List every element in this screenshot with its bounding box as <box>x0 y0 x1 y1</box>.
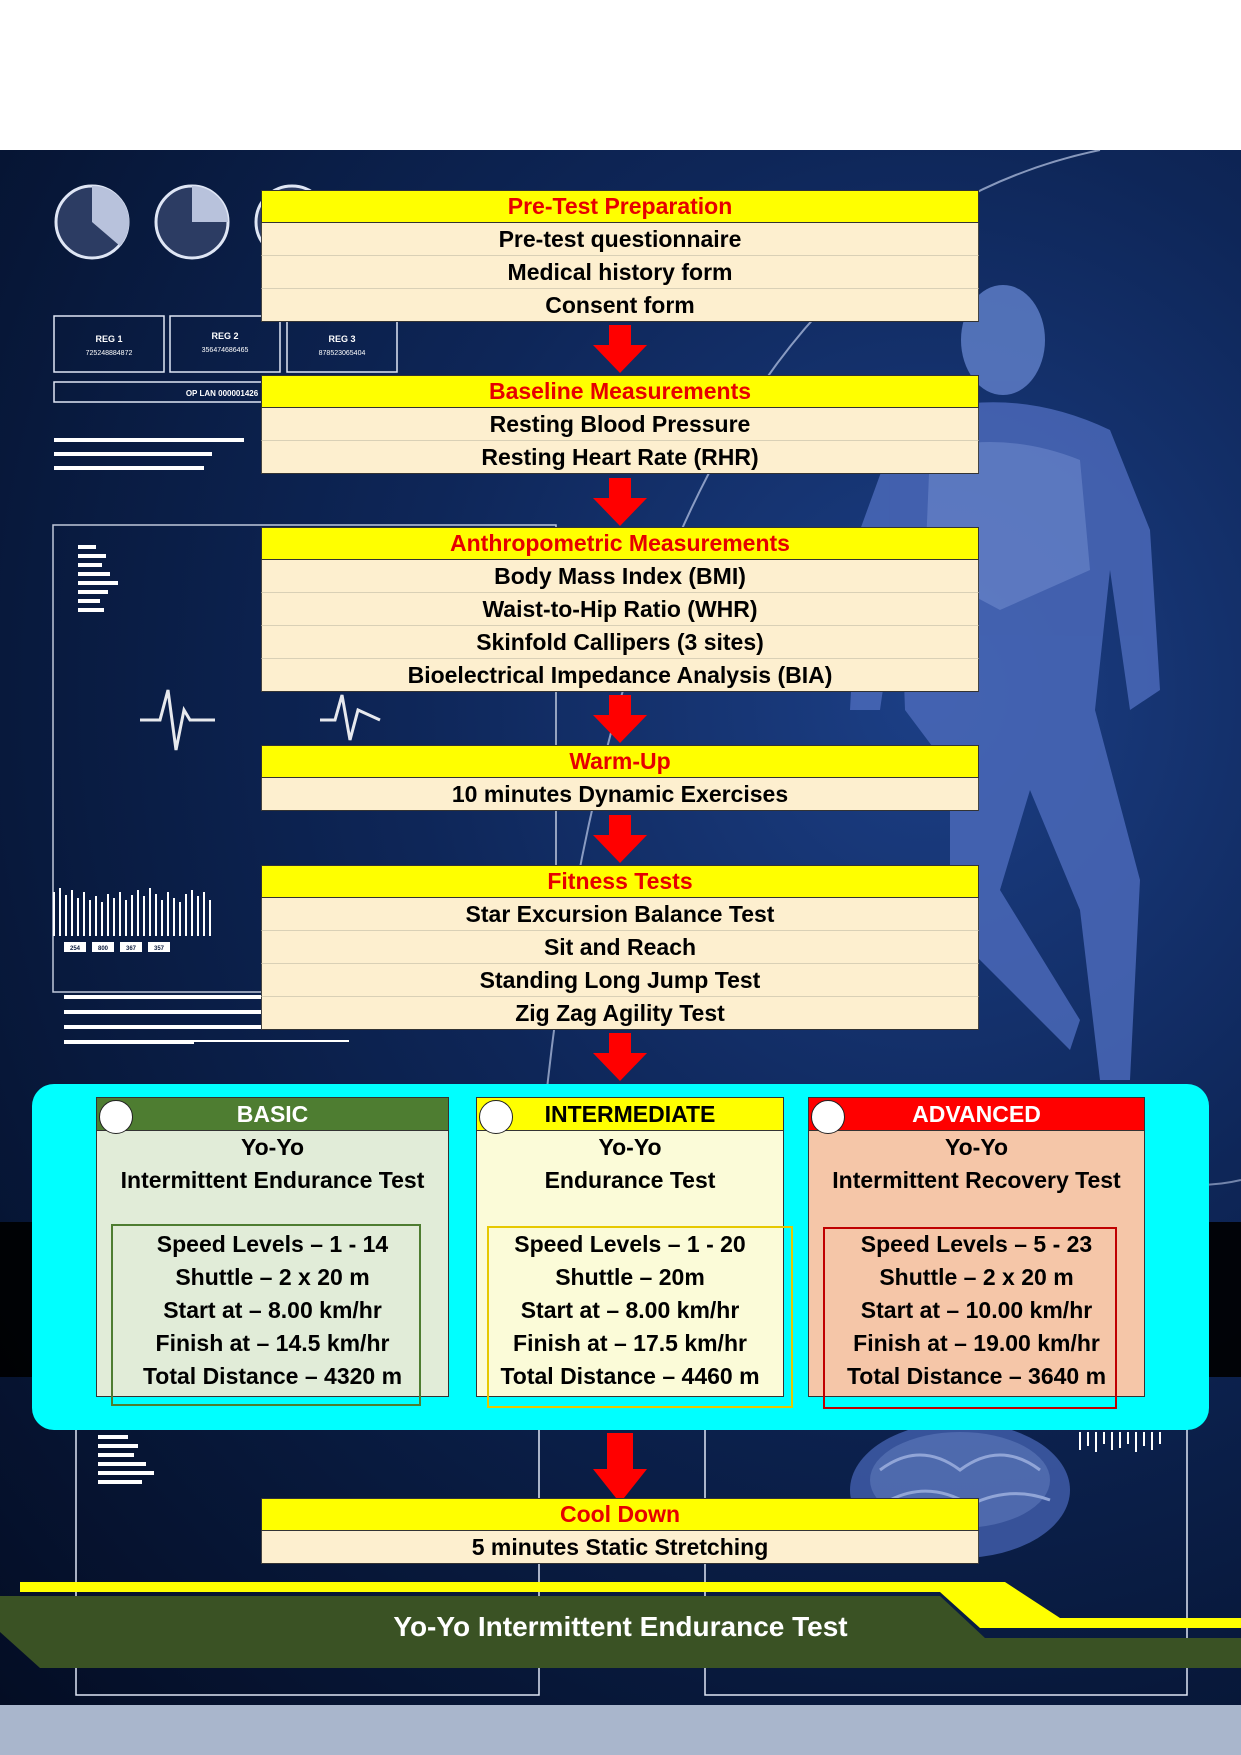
flow-arrow-icon <box>593 325 647 373</box>
stage-item: Pre-test questionnaire <box>261 223 979 256</box>
level-label: ADVANCED <box>809 1098 1144 1131</box>
small-tag: 254 <box>70 946 81 952</box>
spec-line: Start at – 10.00 km/hr <box>860 1297 1093 1323</box>
footer-title: Yo-Yo Intermittent Endurance Test <box>393 1611 848 1642</box>
stage-baseline-measurements: Baseline Measurements Resting Blood Pres… <box>261 375 979 474</box>
stage-cool-down: Cool Down 5 minutes Static Stretching <box>261 1498 979 1564</box>
stage-title: Anthropometric Measurements <box>261 527 979 560</box>
level-marker-icon <box>99 1100 133 1134</box>
stage-item: Waist-to-Hip Ratio (WHR) <box>261 593 979 626</box>
spec-line: Speed Levels – 1 - 20 <box>514 1231 746 1257</box>
stage-item: Resting Heart Rate (RHR) <box>261 441 979 474</box>
flow-arrow-icon <box>593 478 647 526</box>
specs-list: Speed Levels – 1 - 20 Shuttle – 20m Star… <box>477 1228 783 1393</box>
small-tag: 357 <box>154 946 165 952</box>
test-name-line1: Yo-Yo <box>240 1134 305 1160</box>
stage-item: Star Excursion Balance Test <box>261 898 979 931</box>
stage-warm-up: Warm-Up 10 minutes Dynamic Exercises <box>261 745 979 811</box>
flow-arrow-icon <box>593 1033 647 1081</box>
spec-line: Speed Levels – 5 - 23 <box>860 1231 1093 1257</box>
small-tag: 800 <box>98 946 109 952</box>
level-marker-icon <box>479 1100 513 1134</box>
spec-line: Total Distance – 3640 m <box>846 1363 1107 1389</box>
specs-list: Speed Levels – 5 - 23 Shuttle – 2 x 20 m… <box>809 1228 1144 1393</box>
reg-value: 725248884872 <box>86 350 133 357</box>
spec-line: Shuttle – 2 x 20 m <box>175 1264 370 1290</box>
op-label: OP LAN 000001426 <box>186 389 259 398</box>
test-name-line1: Yo-Yo <box>598 1134 662 1160</box>
stage-item: Zig Zag Agility Test <box>261 997 979 1030</box>
test-name-line2: Intermittent Endurance Test <box>120 1167 425 1193</box>
level-card-basic: BASIC Yo-Yo Intermittent Endurance Test … <box>96 1097 449 1406</box>
stage-item: Consent form <box>261 289 979 322</box>
spec-line: Shuttle – 20m <box>555 1264 705 1290</box>
level-label: INTERMEDIATE <box>477 1098 783 1131</box>
level-card-intermediate: INTERMEDIATE Yo-Yo Endurance Test Speed … <box>476 1097 793 1408</box>
spec-line: Total Distance – 4320 m <box>142 1363 403 1389</box>
flow-arrow-icon <box>593 695 647 743</box>
stage-anthropometric-measurements: Anthropometric Measurements Body Mass In… <box>261 527 979 692</box>
spec-line: Finish at – 14.5 km/hr <box>155 1330 390 1356</box>
spec-line: Finish at – 19.00 km/hr <box>853 1330 1100 1356</box>
stage-item: Body Mass Index (BMI) <box>261 560 979 593</box>
stage-item: Bioelectrical Impedance Analysis (BIA) <box>261 659 979 692</box>
stage-item: Skinfold Callipers (3 sites) <box>261 626 979 659</box>
flow-arrow-icon <box>593 815 647 863</box>
stage-item: 10 minutes Dynamic Exercises <box>261 778 979 811</box>
spec-line: Speed Levels – 1 - 14 <box>156 1231 389 1257</box>
test-name-line2: Intermittent Recovery Test <box>832 1167 1121 1193</box>
level-label: BASIC <box>97 1098 448 1131</box>
stage-title: Fitness Tests <box>261 865 979 898</box>
stage-title: Warm-Up <box>261 745 979 778</box>
reg-name: REG 1 <box>95 334 122 344</box>
footer-band <box>0 1582 1241 1668</box>
stage-pre-test-preparation: Pre-Test Preparation Pre-test questionna… <box>261 190 979 322</box>
stage-title: Cool Down <box>261 1498 979 1531</box>
flow-arrow-icon <box>593 1433 647 1503</box>
specs-list: Speed Levels – 1 - 14 Shuttle – 2 x 20 m… <box>97 1228 448 1393</box>
test-name-line1: Yo-Yo <box>944 1134 1009 1160</box>
specs-frame <box>487 1226 793 1408</box>
stage-item: 5 minutes Static Stretching <box>261 1531 979 1564</box>
level-marker-icon <box>811 1100 845 1134</box>
reg-value: 356474686465 <box>202 347 249 354</box>
spec-line: Shuttle – 2 x 20 m <box>879 1264 1074 1290</box>
stage-item: Standing Long Jump Test <box>261 964 979 997</box>
spec-line: Total Distance – 4460 m <box>500 1363 760 1389</box>
specs-frame <box>111 1224 421 1406</box>
level-card-advanced: ADVANCED Yo-Yo Intermittent Recovery Tes… <box>808 1097 1145 1409</box>
reg-name: REG 2 <box>211 331 238 341</box>
small-tag: 367 <box>126 946 137 952</box>
spec-line: Start at – 8.00 km/hr <box>163 1297 382 1323</box>
reg-value: 878523065404 <box>319 350 366 357</box>
stage-item: Medical history form <box>261 256 979 289</box>
stage-item: Sit and Reach <box>261 931 979 964</box>
stage-title: Pre-Test Preparation <box>261 190 979 223</box>
spec-line: Finish at – 17.5 km/hr <box>513 1330 747 1356</box>
spec-line: Start at – 8.00 km/hr <box>520 1297 740 1323</box>
stage-fitness-tests: Fitness Tests Star Excursion Balance Tes… <box>261 865 979 1030</box>
stage-title: Baseline Measurements <box>261 375 979 408</box>
specs-frame <box>823 1227 1117 1409</box>
bottom-strip <box>0 1705 1241 1755</box>
reg-name: REG 3 <box>328 334 355 344</box>
test-name-line2: Endurance Test <box>544 1167 716 1193</box>
stage-item: Resting Blood Pressure <box>261 408 979 441</box>
